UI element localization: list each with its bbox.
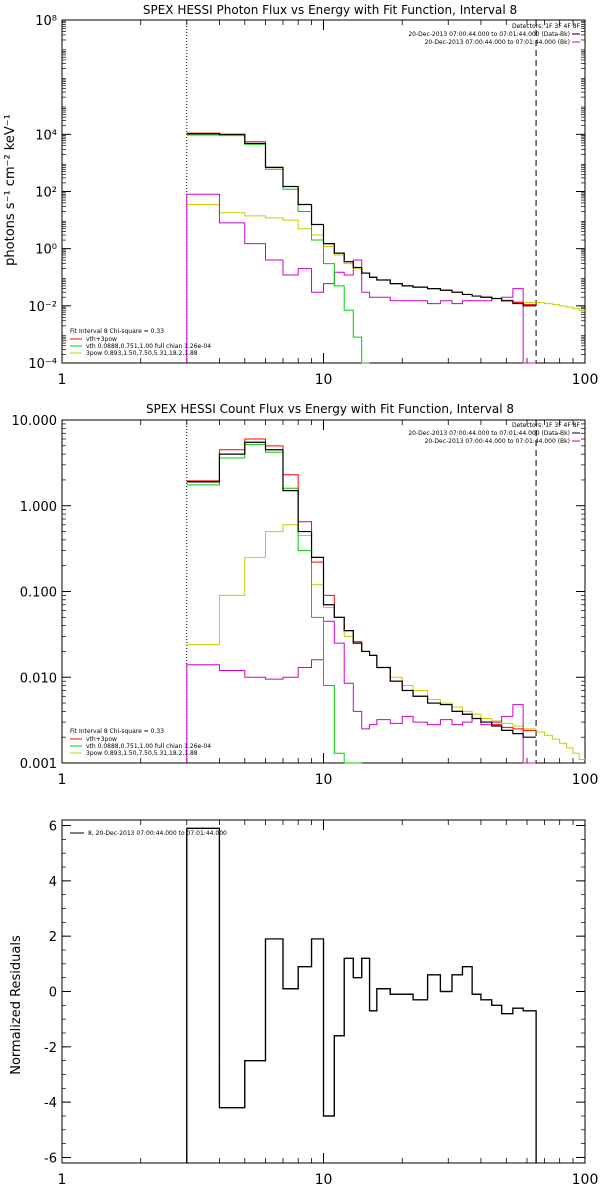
photon-legend-top-right: Detectors: 1F 3F 4F 8F 20-Dec-2013 07:00… [408, 23, 580, 46]
photon-y-tick-label: 10⁸ [35, 14, 57, 29]
photon-legend-3pow: 3pow 0.893,1.50,7.50,5.31,18.2,1.88 [86, 350, 198, 357]
count-legend-fit: Fit Interval 8 Chi-square = 0.33 vth+3po… [70, 728, 211, 757]
photon-legend-fit: Fit Interval 8 Chi-square = 0.33 vth+3po… [70, 328, 211, 357]
photon-x-tick-label: 10 [315, 372, 333, 388]
resid-series-0 [186, 827, 537, 1163]
photon-chart-title: SPEX HESSI Photon Flux vs Energy with Fi… [143, 3, 517, 17]
count-legend-data-bk: 20-Dec-2013 07:00:44.000 to 07:01:44.000… [408, 430, 570, 437]
photon-legend-fit-interval: Fit Interval 8 Chi-square = 0.33 [70, 328, 164, 335]
photon-legend-bk: 20-Dec-2013 07:00:44.000 to 07:01:44.000… [425, 39, 570, 46]
photon-series-0 [186, 133, 537, 307]
photon-legend-detectors: Detectors: 1F 3F 4F 8F [512, 23, 581, 30]
count-legend-fit-interval: Fit Interval 8 Chi-square = 0.33 [70, 728, 164, 735]
count-series-0 [186, 441, 537, 738]
count-legend-vth3pow: vth+3pow [86, 736, 117, 743]
photon-x-tick-label: 100 [572, 372, 599, 388]
resid-y-tick-label: -4 [44, 1096, 57, 1111]
photon-y-axis-label: photons s⁻¹ cm⁻² keV⁻¹ [3, 114, 18, 266]
count-y-tick-label: 10.000 [12, 414, 58, 429]
count-legend-3pow: 3pow 0.893,1.50,7.50,5.31,18.2,1.88 [86, 750, 198, 757]
count-legend-top-right: Detectors: 1F 3F 4F 8F 20-Dec-2013 07:00… [408, 422, 580, 445]
photon-series-extension [536, 302, 585, 311]
count-legend-detectors: Detectors: 1F 3F 4F 8F [512, 422, 581, 429]
count-legend-vth: vth 0.0888,0.751,1.00 full chian 1.26e-0… [86, 743, 211, 750]
count-series-4 [186, 620, 537, 764]
photon-legend-data-bk: 20-Dec-2013 07:00:44.000 to 07:01:44.000… [408, 31, 570, 38]
resid-y-tick-label: 0 [49, 986, 57, 1001]
resid-x-tick-label: 100 [572, 1172, 599, 1188]
count-chart-title: SPEX HESSI Count Flux vs Energy with Fit… [146, 402, 514, 416]
residuals-y-axis-label: Normalized Residuals [9, 935, 24, 1075]
resid-y-tick-label: -6 [44, 1151, 57, 1166]
count-x-tick-label: 1 [58, 772, 67, 788]
count-x-tick-label: 100 [572, 772, 599, 788]
resid-y-tick-label: -2 [44, 1041, 57, 1056]
count-series-extension [536, 731, 585, 760]
photon-x-tick-label: 1 [58, 372, 67, 388]
residuals-legend-entry: 8, 20-Dec-2013 07:00:44.000 to 07:01:44.… [88, 830, 227, 837]
count-x-tick-label: 10 [315, 772, 333, 788]
resid-y-tick-label: 4 [49, 875, 57, 890]
count-legend-bk: 20-Dec-2013 07:00:44.000 to 07:01:44.000… [425, 438, 570, 445]
count-y-tick-label: 0.100 [20, 586, 57, 601]
resid-x-tick-label: 1 [58, 1172, 67, 1188]
count-y-tick-label: 0.001 [20, 757, 57, 772]
photon-legend-vth3pow: vth+3pow [86, 336, 117, 343]
resid-y-tick-label: 6 [49, 820, 57, 835]
photon-y-tick-label: 10⁻⁴ [28, 357, 57, 372]
count-flux-panel: SPEX HESSI Count Flux vs Energy with Fit… [12, 402, 599, 788]
photon-y-tick-label: 10² [35, 186, 57, 201]
photon-y-tick-label: 10⁴ [35, 128, 57, 143]
photon-y-tick-label: 10⁰ [35, 243, 57, 258]
residuals-panel: Normalized Residuals 8, 20-Dec-2013 07:0… [9, 819, 599, 1188]
photon-flux-panel: SPEX HESSI Photon Flux vs Energy with Fi… [3, 3, 598, 388]
count-y-tick-label: 0.010 [20, 671, 57, 686]
photon-legend-vth: vth 0.0888,0.751,1.00 full chian 1.26e-0… [86, 343, 211, 350]
photon-y-tick-label: 10⁻² [28, 300, 57, 315]
resid-x-tick-label: 10 [315, 1172, 333, 1188]
photon-series-4 [186, 193, 537, 364]
resid-y-tick-label: 2 [49, 930, 57, 945]
count-y-tick-label: 1.000 [20, 500, 57, 515]
